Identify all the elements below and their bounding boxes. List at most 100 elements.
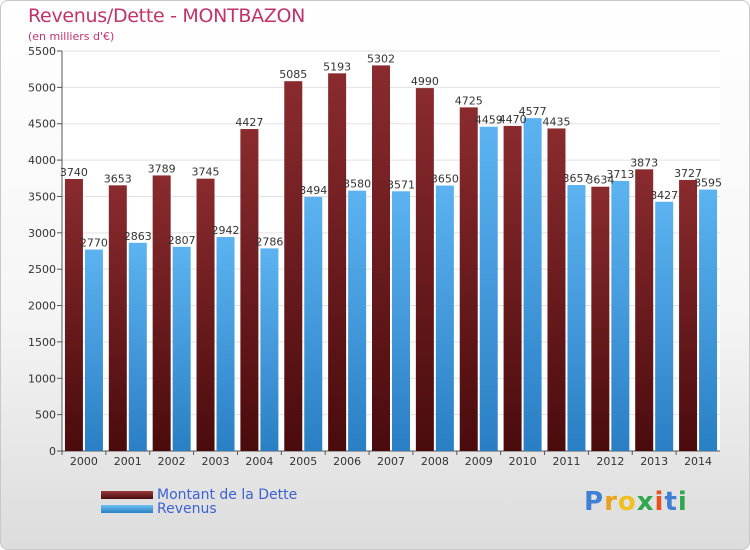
data-label-debt: 4990	[411, 75, 439, 88]
bar-debt	[635, 169, 654, 451]
data-label-revenue: 3494	[299, 184, 327, 197]
data-label-revenue: 2807	[168, 234, 196, 247]
data-label-revenue: 3580	[343, 178, 371, 191]
x-tick-label: 2002	[158, 455, 186, 468]
x-tick-label: 2010	[509, 455, 537, 468]
data-label-debt: 3745	[192, 166, 220, 179]
data-label-revenue: 3595	[694, 177, 722, 190]
data-label-debt: 3653	[104, 172, 132, 185]
bar-revenue	[216, 237, 235, 451]
legend-label-revenue: Revenus	[157, 501, 217, 517]
bar-revenue	[567, 185, 586, 451]
bar-revenue	[655, 201, 674, 451]
x-tick-label: 2007	[377, 455, 405, 468]
bar-debt	[196, 178, 215, 452]
grid-lines	[62, 50, 720, 452]
x-tick-label: 2006	[333, 455, 361, 468]
data-label-revenue: 3657	[562, 172, 590, 185]
bar-revenue	[84, 249, 103, 451]
y-tick-label: 1000	[28, 372, 56, 385]
legend-item-revenue: Revenus	[101, 502, 297, 516]
bar-revenue	[611, 180, 630, 452]
data-label-debt: 4427	[235, 116, 263, 129]
x-tick-label: 2014	[684, 455, 712, 468]
chart-subtitle: (en milliers d'€)	[28, 30, 115, 43]
bar-debt	[547, 128, 566, 452]
y-tick-label: 4000	[28, 154, 56, 167]
data-label-revenue: 3427	[650, 189, 678, 202]
data-label-debt: 3634	[586, 174, 614, 187]
x-tick-label: 2008	[421, 455, 449, 468]
logo-letter: o	[617, 487, 637, 517]
data-label-revenue: 2863	[124, 230, 152, 243]
bar-revenue	[523, 118, 542, 452]
x-tick-label: 2009	[465, 455, 493, 468]
x-tick-label: 2003	[202, 455, 230, 468]
bar-revenue	[128, 242, 147, 451]
bar-revenue	[348, 190, 367, 452]
bar-debt	[108, 185, 127, 451]
plot-area	[62, 51, 720, 451]
x-tick-label: 2005	[289, 455, 317, 468]
data-label-revenue: 3713	[606, 168, 634, 181]
data-label-revenue: 3571	[387, 178, 415, 191]
bar-debt	[459, 107, 478, 451]
legend: Montant de la Dette Revenus	[101, 488, 297, 516]
x-tick-label: 2013	[640, 455, 668, 468]
data-label-debt: 5302	[367, 52, 395, 65]
proxiti-logo: Proxiti	[584, 487, 688, 517]
bar-debt	[372, 65, 390, 452]
bar-revenue	[392, 191, 410, 452]
x-tick-label: 2012	[596, 455, 624, 468]
bar-revenue	[699, 189, 718, 451]
data-label-revenue: 2942	[212, 224, 240, 237]
data-label-revenue: 4577	[519, 105, 547, 118]
data-label-debt: 4470	[499, 113, 527, 126]
y-tick-label: 5500	[28, 45, 56, 58]
legend-item-debt: Montant de la Dette	[101, 488, 297, 502]
bar-revenue	[260, 248, 279, 451]
y-tick-label: 0	[49, 445, 56, 458]
x-tick-label: 2000	[70, 455, 98, 468]
data-label-debt: 4725	[455, 94, 483, 107]
data-label-revenue: 4459	[475, 114, 503, 127]
legend-swatch-revenue	[101, 505, 153, 513]
y-tick-label: 1500	[28, 336, 56, 349]
bar-debt	[284, 81, 303, 451]
data-labels: 3740 2770 3653 2863 3789 2807 3745 2942 4427 2786…	[60, 52, 722, 249]
logo-letter: i	[654, 487, 665, 517]
axes: 0 500 1000 1500 2000 2500 3000 3500 4000 4500 5000…	[28, 45, 720, 468]
bar-debt	[679, 179, 698, 452]
data-label-revenue: 3650	[431, 173, 459, 186]
x-tick-label: 2011	[552, 455, 580, 468]
logo-letter: t	[664, 487, 678, 517]
data-label-debt: 5085	[279, 68, 307, 81]
bar-debt	[240, 129, 259, 451]
data-label-debt: 5193	[323, 60, 351, 73]
data-label-revenue: 2770	[80, 237, 108, 250]
bar-revenue	[479, 126, 498, 451]
y-tick-label: 5000	[28, 81, 56, 94]
bar-debt	[152, 175, 171, 451]
bar-debt	[503, 125, 522, 451]
data-label-debt: 3727	[674, 167, 702, 180]
data-label-revenue: 2786	[255, 235, 283, 248]
bar-debt	[591, 186, 610, 451]
bar-revenue	[172, 246, 191, 451]
bar-debt	[64, 179, 83, 451]
legend-label-debt: Montant de la Dette	[157, 487, 298, 503]
y-tick-label: 2000	[28, 300, 56, 313]
logo-letter: r	[604, 487, 618, 517]
y-tick-label: 3500	[28, 190, 56, 203]
logo-letter: x	[636, 487, 655, 517]
y-tick-label: 2500	[28, 263, 56, 276]
bar-revenue	[304, 196, 323, 451]
bar-debt	[415, 88, 434, 451]
logo-letter: i	[677, 487, 688, 517]
y-tick-label: 3000	[28, 227, 56, 240]
bars	[64, 65, 718, 452]
data-label-debt: 4435	[542, 115, 570, 128]
x-tick-label: 2001	[114, 455, 142, 468]
